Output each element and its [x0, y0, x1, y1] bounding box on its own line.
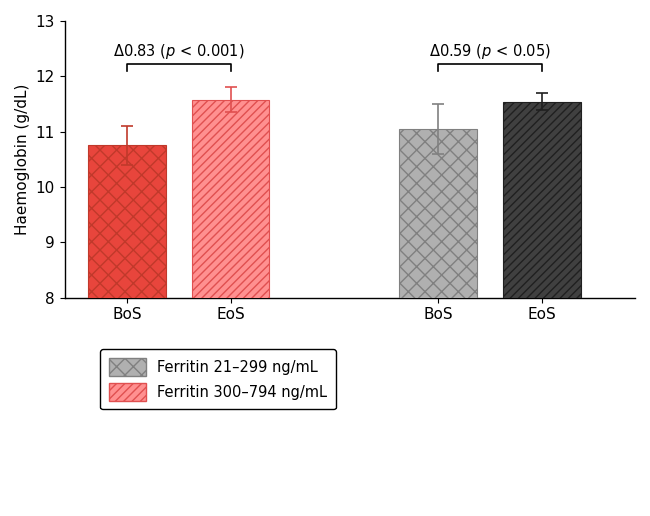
- Legend: Ferritin 21–299 ng/mL, Ferritin 300–794 ng/mL: Ferritin 21–299 ng/mL, Ferritin 300–794 …: [101, 349, 336, 409]
- Text: $\Delta$0.83 ($p$ < 0.001): $\Delta$0.83 ($p$ < 0.001): [113, 42, 244, 61]
- Bar: [192, 100, 270, 298]
- Text: $\Delta$0.59 ($p$ < 0.05): $\Delta$0.59 ($p$ < 0.05): [429, 42, 551, 61]
- Bar: [399, 129, 477, 298]
- Y-axis label: Haemoglobin (g/dL): Haemoglobin (g/dL): [15, 84, 30, 235]
- Bar: [503, 102, 580, 298]
- Bar: [88, 146, 166, 298]
